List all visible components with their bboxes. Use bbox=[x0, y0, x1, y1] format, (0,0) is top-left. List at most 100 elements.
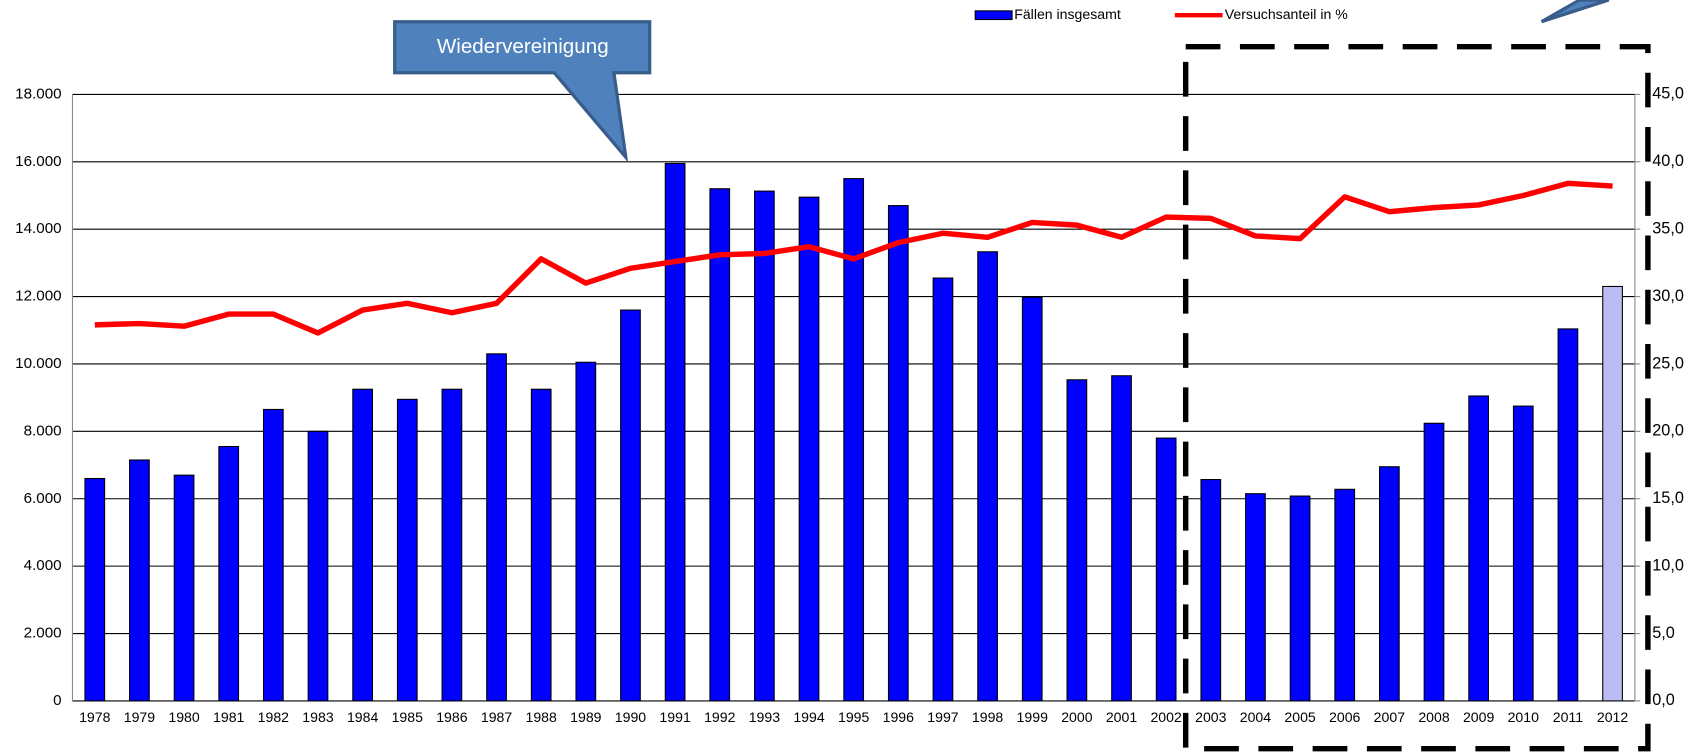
bar bbox=[798, 196, 820, 702]
bar bbox=[530, 388, 552, 702]
x-tick-label: 1993 bbox=[749, 709, 781, 725]
bar bbox=[1512, 405, 1534, 702]
x-tick-label: 1998 bbox=[972, 709, 1004, 725]
x-tick-label: 1978 bbox=[79, 709, 111, 725]
x-tick-label: 1996 bbox=[883, 709, 915, 725]
y2-tick-label: 35,0 bbox=[1652, 219, 1684, 237]
bar bbox=[1111, 375, 1132, 702]
x-tick-label: 2002 bbox=[1150, 709, 1182, 725]
line bbox=[94, 180, 1613, 336]
x-tick-label: 1997 bbox=[927, 709, 959, 725]
bar bbox=[1334, 488, 1356, 702]
x-tick-label: 1983 bbox=[302, 709, 334, 725]
bar bbox=[1245, 493, 1266, 702]
bar bbox=[620, 309, 641, 702]
bar bbox=[1423, 422, 1445, 702]
x-tick-label: 1979 bbox=[124, 709, 156, 725]
x-tick-label: 1995 bbox=[838, 709, 870, 725]
y2-tick-label: 45,0 bbox=[1652, 85, 1684, 103]
bar bbox=[307, 430, 329, 702]
x-tick-label: 1990 bbox=[615, 709, 647, 725]
x-tick-label: 2011 bbox=[1553, 709, 1583, 725]
x-tick-label: 2003 bbox=[1195, 709, 1227, 725]
y-tick-label: 10.000 bbox=[15, 355, 61, 372]
x-tick-label: 1980 bbox=[168, 709, 200, 725]
bar bbox=[486, 353, 507, 702]
x-tick-label: 2005 bbox=[1284, 709, 1316, 725]
bar bbox=[129, 459, 150, 702]
bar bbox=[173, 474, 195, 702]
x-tick-label: 1985 bbox=[392, 709, 424, 725]
x-tick-label: 1991 bbox=[659, 709, 691, 725]
bar bbox=[1200, 478, 1222, 702]
legend-label: Fällen insgesamt bbox=[1014, 6, 1121, 22]
bar bbox=[1378, 466, 1400, 702]
y-tick-label: 2.000 bbox=[24, 625, 62, 642]
bar bbox=[262, 408, 284, 702]
x-tick-label: 1994 bbox=[793, 709, 825, 725]
x-tick-label: 1999 bbox=[1017, 709, 1049, 725]
bar bbox=[843, 178, 865, 702]
y-tick-label: 6.000 bbox=[24, 490, 62, 507]
bar bbox=[1557, 328, 1579, 702]
x-tick-label: 2009 bbox=[1463, 709, 1495, 725]
bar bbox=[664, 162, 686, 702]
bar bbox=[887, 205, 909, 702]
x-tick-label: 1986 bbox=[436, 709, 468, 725]
bar bbox=[977, 251, 998, 702]
x-tick-label: 2000 bbox=[1061, 709, 1093, 725]
annotation: Wiedervereinigung bbox=[437, 35, 609, 58]
bar bbox=[709, 188, 731, 702]
bar bbox=[1021, 296, 1043, 702]
y-tick-label: 14.000 bbox=[15, 220, 61, 237]
y2-tick-label: 5,0 bbox=[1652, 624, 1675, 642]
x-tick-label: 1987 bbox=[481, 709, 513, 725]
x-tick-label: 2004 bbox=[1240, 709, 1272, 725]
x-tick-label: 2010 bbox=[1508, 709, 1540, 725]
callout-fragment bbox=[1540, 0, 1610, 24]
x-tick-label: 1981 bbox=[213, 709, 245, 725]
y-tick-label: 12.000 bbox=[15, 288, 61, 305]
bar bbox=[1066, 379, 1088, 702]
y2-tick-label: 40,0 bbox=[1652, 152, 1684, 170]
callout-shape bbox=[393, 20, 652, 163]
y2-tick-label: 0,0 bbox=[1652, 691, 1675, 709]
y-tick-label: 18.000 bbox=[15, 85, 61, 102]
callout: Wiedervereinigung bbox=[393, 20, 652, 163]
y2-tick-label: 15,0 bbox=[1652, 489, 1684, 507]
legend-swatch bbox=[974, 10, 1013, 21]
bar bbox=[1602, 285, 1623, 702]
x-tick-label: 2007 bbox=[1374, 709, 1406, 725]
x-tick-label: 2006 bbox=[1329, 709, 1361, 725]
bar bbox=[1468, 395, 1490, 702]
y-tick-label: 0 bbox=[53, 692, 61, 709]
y2-tick-label: 30,0 bbox=[1652, 287, 1684, 305]
x-tick-label: 2012 bbox=[1597, 709, 1629, 725]
x-tick-label: 1982 bbox=[258, 709, 290, 725]
bar bbox=[754, 190, 775, 702]
x-tick-label: 1989 bbox=[570, 709, 602, 725]
y2-tick-label: 10,0 bbox=[1652, 556, 1684, 574]
legend-label: Versuchsanteil in % bbox=[1225, 6, 1348, 22]
x-tick-label: 1984 bbox=[347, 709, 379, 725]
bar bbox=[84, 477, 106, 702]
bar bbox=[352, 388, 373, 702]
bar bbox=[575, 361, 597, 702]
x-tick-label: 2008 bbox=[1418, 709, 1450, 725]
highlight-box bbox=[1182, 43, 1651, 752]
bar bbox=[218, 445, 240, 702]
bar bbox=[441, 388, 463, 702]
y-tick-label: 4.000 bbox=[24, 557, 62, 574]
x-tick-label: 2001 bbox=[1106, 709, 1138, 725]
bar bbox=[1155, 437, 1177, 702]
bar bbox=[932, 277, 954, 702]
x-tick-label: 1992 bbox=[704, 709, 736, 725]
x-tick-label: 1988 bbox=[526, 709, 558, 725]
bar bbox=[396, 398, 418, 702]
bar bbox=[1289, 495, 1311, 702]
y2-tick-label: 20,0 bbox=[1652, 422, 1684, 440]
y-tick-label: 8.000 bbox=[24, 422, 62, 439]
y-tick-label: 16.000 bbox=[15, 153, 61, 170]
